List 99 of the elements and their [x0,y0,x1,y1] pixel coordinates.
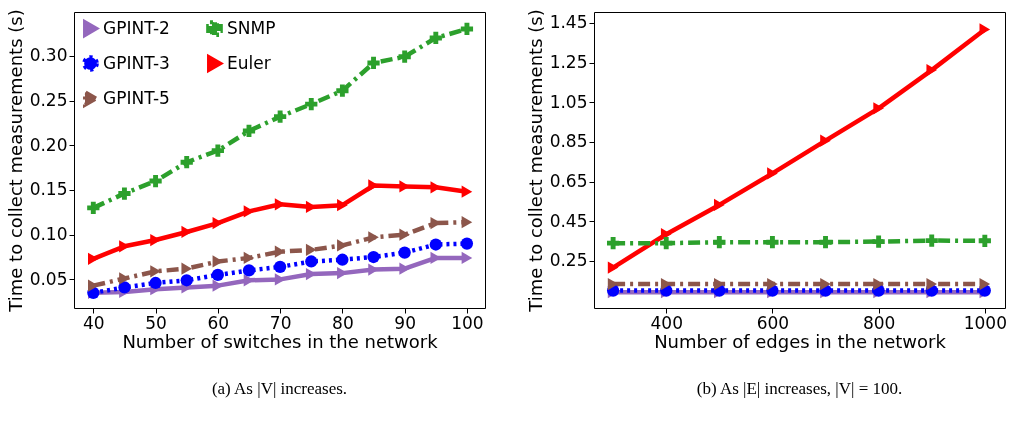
x-tick-label: 70 [269,312,292,333]
point [460,22,474,36]
x-tick-label: 90 [394,312,416,333]
y-axis-title: Time to collect measurements (s) [4,9,26,313]
point [872,235,885,248]
point [926,277,938,291]
x-tick-label: 400 [650,312,683,333]
point [979,23,991,36]
point [873,277,884,291]
point [766,236,779,249]
point [305,255,318,268]
x-tick-label: 80 [332,312,354,333]
point [274,110,287,123]
y-tick-label: 0.25 [29,90,68,111]
point [242,124,256,138]
point [660,277,672,291]
point [337,199,348,212]
legend-label: SNMP [227,17,276,38]
text: (b) As |E| increases, |V| = 100. [696,379,903,398]
point [367,250,380,264]
point [336,84,349,97]
legend-label: GPINT-3 [103,52,170,73]
point [181,262,193,275]
point [336,253,349,266]
point [767,167,778,180]
point [398,246,411,259]
point [819,236,832,249]
point [211,268,224,282]
point [180,274,193,287]
point [368,231,379,244]
point [367,56,380,70]
point [398,50,411,63]
y-tick-label: 0.65 [549,171,588,192]
point [243,251,255,265]
point [242,264,256,277]
x-tick-label: 50 [145,312,167,333]
point [87,201,100,214]
y-tick-label: 1.05 [549,91,588,112]
point [873,102,884,115]
point [660,228,672,241]
y-tick-label: 0.30 [29,45,68,66]
point [274,245,286,258]
point [660,237,673,250]
x-axis-title: Number of edges in the network [654,330,947,352]
y-tick-label: 1.45 [549,12,588,33]
point [461,216,473,229]
legend-label: GPINT-5 [103,87,170,108]
point [978,234,991,247]
point [150,233,161,247]
point [274,260,287,273]
point [607,261,619,274]
point [149,174,162,188]
point [149,276,162,290]
point [429,238,442,251]
point [713,236,726,249]
y-axis-title: Time to collect measurements (s) [524,9,546,313]
point [714,198,725,212]
point [714,277,725,291]
y-tick-label: 0.15 [29,179,68,200]
point [118,281,131,294]
point [461,251,473,265]
x-axis-title: Number of switches in the network [122,330,439,352]
point [925,234,938,247]
legend-label: Euler [227,52,271,73]
point [88,252,99,265]
legend-label: GPINT-2 [103,17,170,38]
point [118,187,131,200]
y-tick-label: 0.05 [29,268,68,289]
y-tick-label: 0.85 [549,131,588,152]
y-tick-label: 0.25 [549,250,588,271]
text: (a) As |V| increases. [211,379,348,398]
point [429,31,442,45]
point [926,63,938,77]
point [180,156,193,169]
point [607,277,619,291]
point [606,237,620,250]
y-tick-label: 1.25 [549,52,588,73]
x-tick-label: 40 [82,312,105,333]
point [399,228,410,241]
point [460,237,474,250]
point [820,134,831,147]
point [767,277,778,291]
x-tick-label: 600 [756,312,790,333]
x-tick-label: 800 [862,312,896,333]
point [461,185,473,198]
point [119,272,130,285]
point [399,262,410,275]
point [212,216,224,230]
x-tick-label: 100 [451,312,484,333]
x-tick-label: 60 [207,312,230,333]
point [820,277,831,291]
point [337,239,348,252]
point [305,97,318,111]
point [211,144,224,157]
y-tick-label: 0.20 [29,134,68,155]
y-tick-label: 0.45 [549,210,588,231]
point [979,277,991,291]
x-tick-label: 1000 [963,312,1007,333]
y-tick-label: 0.10 [29,224,68,245]
